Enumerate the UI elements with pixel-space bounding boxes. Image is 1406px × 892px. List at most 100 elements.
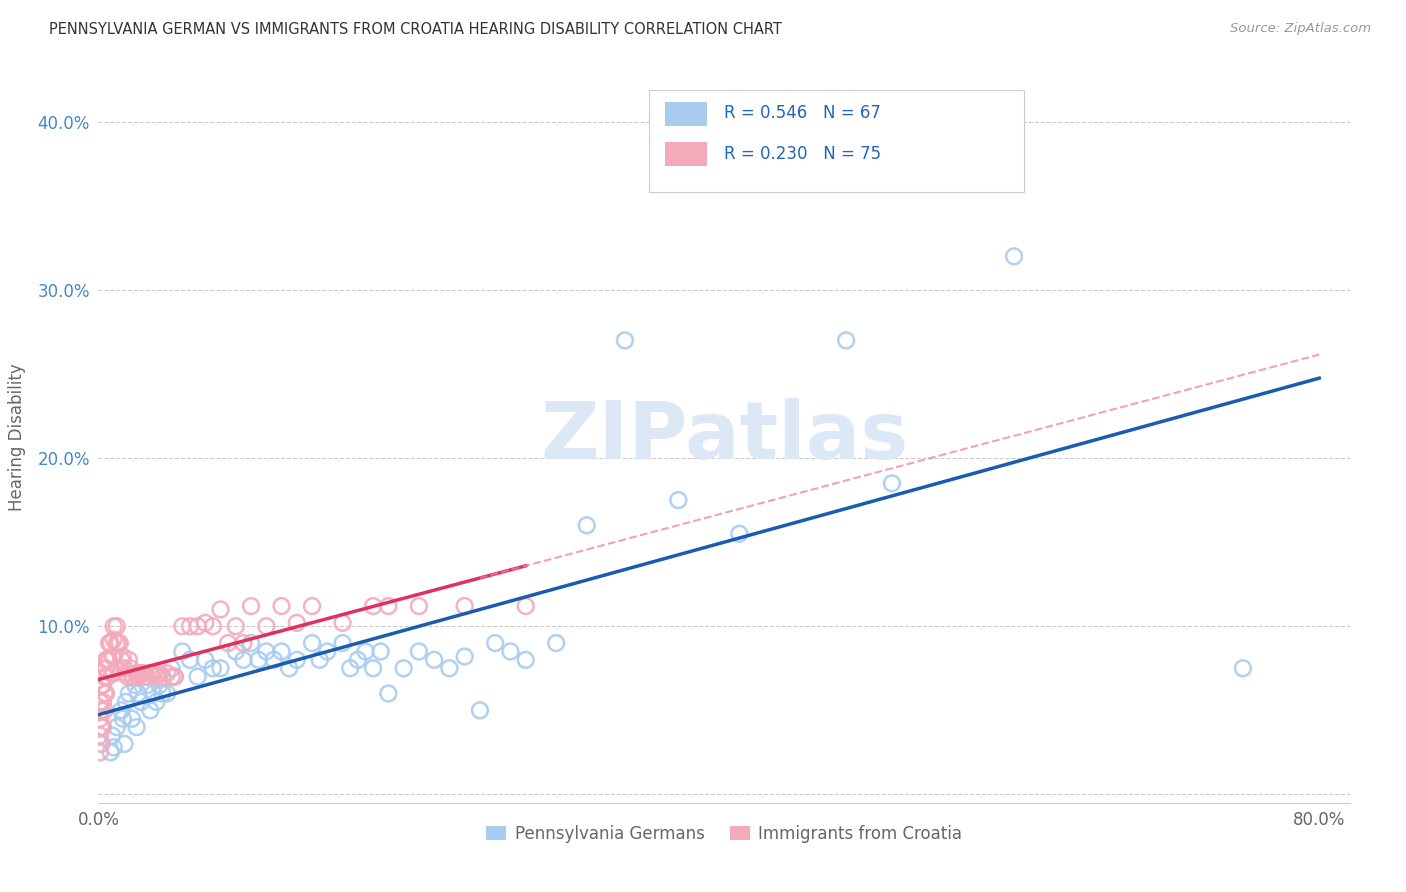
Point [1002, 249, 1025, 263]
Point [93, 670, 115, 684]
Point [103, 740, 125, 755]
Point [240, 636, 263, 650]
Point [160, 670, 183, 684]
Point [112, 737, 135, 751]
Point [468, 703, 491, 717]
Point [408, 599, 430, 613]
Point [240, 599, 263, 613]
Point [156, 686, 179, 700]
Point [354, 644, 377, 658]
Point [254, 619, 277, 633]
Point [408, 644, 430, 658]
Point [136, 678, 159, 692]
Point [98, 636, 121, 650]
Point [115, 695, 138, 709]
Point [232, 653, 254, 667]
Point [156, 666, 179, 681]
Point [515, 653, 537, 667]
Point [225, 619, 247, 633]
Point [105, 720, 128, 734]
Point [187, 670, 209, 684]
Point [124, 678, 146, 692]
Point [97, 653, 120, 667]
Point [145, 670, 167, 684]
Point [103, 619, 125, 633]
Point [127, 670, 149, 684]
Point [270, 644, 292, 658]
Point [160, 661, 183, 675]
Point [453, 649, 475, 664]
Point [110, 653, 132, 667]
Point [90, 703, 112, 717]
Point [308, 653, 330, 667]
Point [89, 745, 111, 759]
Point [515, 599, 537, 613]
Legend: Pennsylvania Germans, Immigrants from Croatia: Pennsylvania Germans, Immigrants from Cr… [479, 818, 969, 849]
Point [108, 636, 131, 650]
Point [152, 670, 174, 684]
Point [163, 670, 186, 684]
Point [880, 476, 903, 491]
Point [392, 661, 415, 675]
Point [163, 670, 186, 684]
Text: PENNSYLVANIA GERMAN VS IMMIGRANTS FROM CROATIA HEARING DISABILITY CORRELATION CH: PENNSYLVANIA GERMAN VS IMMIGRANTS FROM C… [49, 22, 782, 37]
Point [93, 703, 115, 717]
Point [377, 686, 399, 700]
Point [118, 653, 141, 667]
Point [613, 334, 636, 348]
Point [225, 644, 247, 658]
Point [134, 666, 156, 681]
Point [142, 666, 165, 681]
Point [89, 712, 111, 726]
Point [89, 729, 111, 743]
Point [139, 666, 162, 681]
Point [332, 615, 354, 630]
Point [101, 729, 124, 743]
Point [94, 661, 117, 675]
Point [98, 653, 121, 667]
Point [247, 653, 270, 667]
Point [121, 712, 143, 726]
Point [209, 602, 232, 616]
Point [94, 653, 117, 667]
Point [301, 636, 323, 650]
Point [270, 599, 292, 613]
Point [194, 653, 217, 667]
Point [347, 653, 370, 667]
Point [209, 661, 232, 675]
Point [125, 666, 148, 681]
Point [1232, 661, 1254, 675]
Point [301, 599, 323, 613]
Point [194, 615, 217, 630]
Point [666, 493, 689, 508]
Point [172, 644, 194, 658]
Point [125, 720, 148, 734]
Point [370, 644, 392, 658]
Point [152, 686, 174, 700]
Point [361, 599, 384, 613]
Point [103, 666, 125, 681]
Point [136, 670, 159, 684]
Point [285, 615, 308, 630]
Point [100, 745, 122, 759]
Point [91, 695, 114, 709]
Point [254, 644, 277, 658]
Point [546, 636, 568, 650]
Point [127, 686, 149, 700]
Point [105, 619, 128, 633]
Point [103, 632, 125, 647]
Point [439, 661, 461, 675]
Point [97, 670, 120, 684]
Point [423, 653, 446, 667]
Point [122, 670, 145, 684]
Point [118, 686, 141, 700]
Point [107, 636, 129, 650]
Point [145, 695, 167, 709]
Point [110, 703, 132, 717]
Text: ZIPatlas: ZIPatlas [540, 398, 908, 476]
Point [129, 695, 152, 709]
Point [134, 670, 156, 684]
Point [128, 666, 150, 681]
Point [105, 636, 128, 650]
Point [278, 661, 301, 675]
